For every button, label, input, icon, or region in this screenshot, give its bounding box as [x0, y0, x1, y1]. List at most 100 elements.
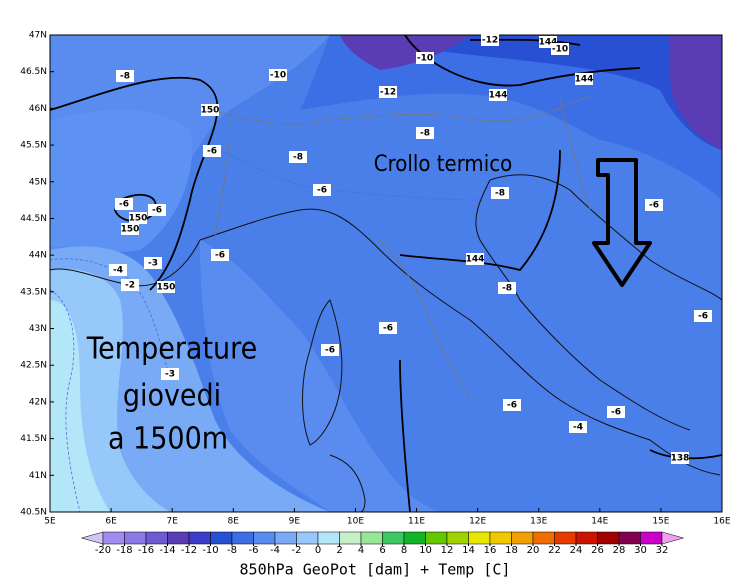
contour-label-bg: [109, 264, 127, 276]
field-coldest2: [669, 35, 722, 150]
lat-label: 44N: [29, 251, 47, 261]
contour-label: -6: [698, 312, 708, 322]
lon-label: 9E: [289, 517, 301, 527]
contour-label: -4: [573, 423, 583, 433]
contour-label: -6: [207, 147, 217, 157]
colorbar-end: [661, 531, 685, 545]
colorbar-end: [80, 531, 104, 545]
lon-label: 12E: [469, 517, 486, 527]
lon-label: 8E: [228, 517, 240, 527]
annotation-line: Temperature: [86, 332, 257, 367]
contour-label-bg: [503, 399, 521, 411]
colorbar-label: -8: [227, 545, 237, 556]
contour-label-bg: [157, 281, 175, 293]
contour-label-bg: [379, 322, 397, 334]
colorbar-label: 8: [401, 545, 407, 556]
lat-label: 40.5N: [20, 508, 47, 518]
contour-label-bg: [201, 104, 219, 116]
lon-label: 15E: [652, 517, 669, 527]
contour-label-bg: [148, 204, 166, 216]
lat-label: 46N: [29, 104, 47, 114]
colorbar-label: 2: [336, 545, 342, 556]
annotation-line: a 1500m: [108, 422, 228, 457]
colorbar-box: [403, 531, 426, 545]
contour-label-bg: [671, 452, 689, 464]
lat-label: 42N: [29, 397, 47, 407]
colorbar-label: -20: [95, 545, 111, 556]
lat-label: 41N: [29, 471, 47, 481]
contour-label-bg: [694, 310, 712, 322]
contour-label: 150: [201, 106, 220, 116]
contour-label: -8: [502, 284, 512, 294]
colorbar-box: [446, 531, 469, 545]
colorbar-box: [511, 531, 534, 545]
temperature-contours: [50, 149, 481, 512]
contour-label: -8: [420, 129, 430, 139]
contour-label: -3: [165, 370, 175, 380]
field-colder: [340, 35, 722, 150]
field-mildest: [50, 300, 110, 512]
contour-label: -10: [417, 54, 433, 64]
contour-label: -8: [495, 189, 505, 199]
colorbar-label: 4: [358, 545, 364, 556]
contour-label-bg: [569, 421, 587, 433]
colorbar-box: [124, 531, 147, 545]
colorbar-label: 0: [315, 545, 321, 556]
contour-label-bg: [129, 212, 147, 224]
colorbar-box: [618, 531, 641, 545]
colorbar-box: [339, 531, 362, 545]
contour-label: -4: [113, 266, 123, 276]
contour-label-bg: [489, 89, 507, 101]
contour-label: -2: [125, 281, 135, 291]
colorbar-box: [532, 531, 555, 545]
colorbar-label: 32: [656, 545, 669, 556]
contour-label-bg: [203, 145, 221, 157]
field-coldest: [340, 35, 470, 70]
colorbar-label: -10: [202, 545, 218, 556]
borders: [209, 94, 591, 401]
lat-label: 43.5N: [20, 287, 47, 297]
contour-label: -8: [293, 153, 303, 163]
lon-label: 10E: [347, 517, 364, 527]
colorbar-label: 22: [548, 545, 561, 556]
contour-label-bg: [379, 86, 397, 98]
colorbar-box: [554, 531, 577, 545]
colorbar-box: [640, 531, 663, 545]
colorbar-label: -16: [138, 545, 154, 556]
colorbar-box: [296, 531, 319, 545]
colorbar-label: -4: [270, 545, 280, 556]
contour-label-bg: [144, 257, 162, 269]
field-warm2: [50, 110, 192, 253]
contour-label: 150: [129, 214, 148, 224]
lon-label: 5E: [44, 517, 56, 527]
contour-label: -3: [148, 259, 158, 269]
contour-label-bg: [121, 223, 139, 235]
contour-label-bg: [211, 249, 229, 261]
colorbar: -20 -18 -16 -14 -12 -10 -8 -6 -4 -2 0 2 4 6 8 10 12 14 16 1…: [80, 531, 685, 556]
contour-label: -10: [552, 45, 568, 55]
contour-label-bg: [575, 73, 593, 85]
contour-label: -12: [380, 88, 396, 98]
colorbar-box: [382, 531, 405, 545]
colorbar-label: 18: [505, 545, 518, 556]
contour-label: -6: [215, 251, 225, 261]
colorbar-label: 14: [462, 545, 475, 556]
contour-label: -6: [649, 201, 659, 211]
contour-label: 144: [489, 91, 508, 101]
contour-label: 150: [157, 283, 176, 293]
colorbar-label: 6: [379, 545, 385, 556]
colorbar-box: [575, 531, 598, 545]
contour-label: -6: [119, 200, 129, 210]
colorbar-label: 10: [419, 545, 432, 556]
lon-label: 6E: [105, 517, 117, 527]
contour-label: 144: [466, 255, 485, 265]
colorbar-label: 20: [527, 545, 540, 556]
contour-label-bg: [416, 52, 434, 64]
arrow-annotation: [592, 158, 652, 287]
lon-label: 14E: [591, 517, 608, 527]
colorbar-box: [210, 531, 233, 545]
contour-label-bg: [481, 34, 499, 46]
colorbar-label: 16: [484, 545, 497, 556]
